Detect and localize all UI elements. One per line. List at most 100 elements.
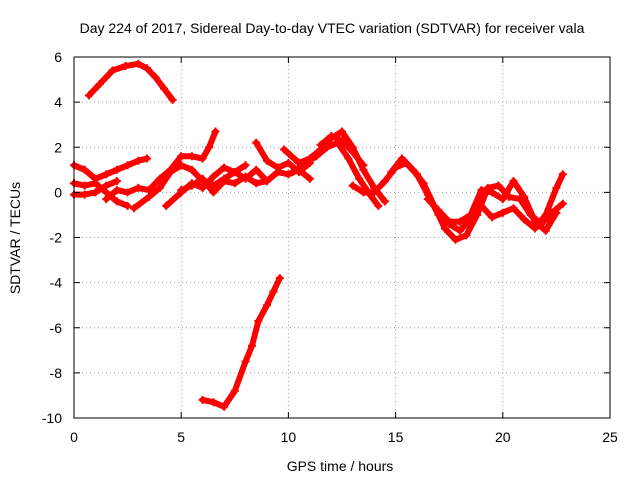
series-arc-16 — [423, 177, 561, 235]
data-point — [162, 201, 171, 210]
x-tick-label: 20 — [495, 429, 511, 445]
y-tick-label: -2 — [50, 230, 63, 246]
data-point — [455, 217, 464, 226]
data-point — [198, 154, 207, 163]
data-point — [323, 143, 331, 152]
data-point — [380, 197, 389, 206]
data-point — [451, 235, 460, 244]
x-tick-label: 15 — [388, 429, 404, 445]
data-point — [91, 188, 100, 197]
data-point — [85, 91, 93, 100]
data-point — [275, 274, 284, 283]
data-point — [209, 188, 218, 197]
series-arc-14 — [348, 159, 567, 235]
data-point — [466, 210, 475, 219]
data-point — [344, 154, 353, 163]
data-point — [80, 181, 89, 190]
data-point — [198, 183, 207, 192]
data-point — [531, 217, 539, 226]
data-point — [121, 62, 130, 70]
data-point — [355, 174, 364, 183]
series-trace — [86, 60, 176, 103]
data-point — [348, 147, 357, 156]
data-point — [209, 398, 218, 407]
data-point — [123, 161, 132, 170]
data-point — [440, 224, 449, 233]
data-point — [123, 201, 132, 210]
data-point — [80, 165, 89, 174]
data-point — [558, 170, 567, 179]
data-point — [273, 163, 282, 172]
data-point — [254, 317, 263, 325]
data-point — [177, 161, 186, 170]
data-point — [102, 188, 111, 197]
data-point — [130, 204, 138, 213]
y-tick-label: 2 — [54, 139, 62, 155]
data-point — [558, 199, 567, 208]
series-arc-1 — [85, 59, 177, 104]
data-point — [494, 181, 503, 190]
y-tick-label: -4 — [50, 275, 63, 291]
data-point — [498, 195, 507, 204]
data-point — [288, 168, 297, 177]
data-point — [123, 188, 132, 197]
data-point — [230, 168, 239, 177]
data-point — [284, 159, 293, 167]
data-point — [316, 141, 325, 149]
data-point — [151, 73, 160, 82]
data-point — [398, 154, 406, 163]
data-point — [112, 177, 121, 186]
data-point — [102, 181, 111, 190]
data-point — [134, 156, 143, 165]
data-point — [177, 152, 186, 161]
data-point — [380, 177, 389, 186]
data-point — [205, 143, 214, 152]
data-point — [263, 177, 271, 186]
data-point — [209, 172, 218, 181]
series-arc-3 — [70, 154, 151, 183]
data-point — [211, 127, 220, 136]
series-arc-10 — [252, 138, 314, 177]
data-point — [488, 188, 497, 197]
data-point — [220, 163, 229, 172]
series-trace — [253, 139, 313, 176]
x-tick-label: 25 — [602, 429, 618, 445]
data-point — [305, 174, 314, 183]
data-point — [252, 165, 261, 174]
axis-ticks: 0 5 10 15 20 25 -10 -8 -6 -4 -2 0 2 4 6 — [42, 49, 618, 445]
data-point — [112, 197, 121, 206]
data-point — [348, 181, 357, 190]
data-point — [241, 172, 250, 181]
grid — [74, 57, 610, 418]
data-point — [166, 168, 175, 177]
data-point — [112, 186, 121, 195]
data-point — [541, 226, 550, 235]
data-point — [455, 226, 464, 235]
data-point — [338, 127, 346, 136]
data-point — [531, 224, 539, 233]
data-point — [520, 215, 529, 224]
y-tick-label: 0 — [54, 184, 62, 200]
x-tick-label: 5 — [177, 429, 185, 445]
data-point — [177, 186, 186, 195]
series-arc-13 — [316, 132, 368, 170]
data-point — [187, 152, 196, 161]
data-point — [370, 188, 379, 197]
data-point — [359, 188, 368, 197]
data-series — [70, 59, 567, 411]
data-point — [160, 84, 168, 93]
data-point — [552, 208, 561, 217]
x-tick-label: 0 — [70, 429, 78, 445]
data-point — [108, 66, 117, 75]
x-axis-label: GPS time / hours — [287, 458, 394, 474]
data-point — [102, 195, 111, 204]
data-point — [263, 301, 271, 310]
data-point — [145, 186, 153, 195]
data-point — [387, 168, 396, 177]
data-point — [338, 136, 346, 145]
series-arc-2 — [198, 274, 284, 411]
data-point — [423, 195, 432, 204]
data-point — [230, 386, 239, 395]
data-point — [509, 204, 518, 213]
